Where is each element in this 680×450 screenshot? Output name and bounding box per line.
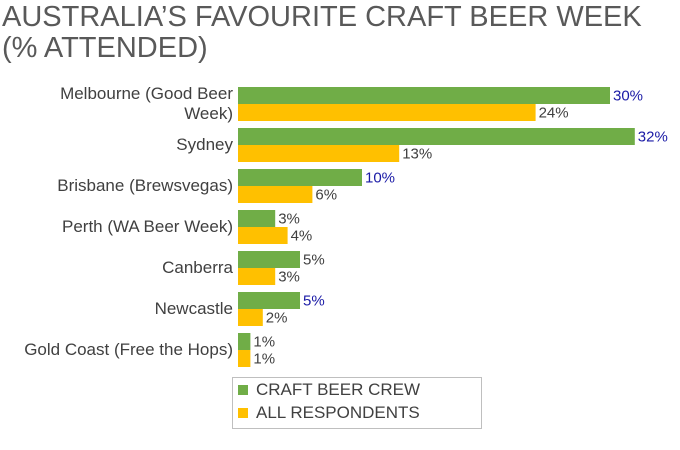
bar — [238, 128, 635, 145]
legend-item: CRAFT BEER CREW — [238, 378, 481, 401]
bar — [238, 268, 276, 285]
bar — [238, 292, 300, 309]
data-label: 2% — [266, 309, 288, 326]
legend-swatch — [238, 407, 248, 418]
legend-label: ALL RESPONDENTS — [256, 402, 420, 422]
data-label: 5% — [303, 292, 325, 309]
data-label: 4% — [291, 227, 313, 244]
data-label: 6% — [315, 186, 337, 203]
bar — [238, 87, 610, 104]
chart-title: AUSTRALIA’S FAVOURITE CRAFT BEER WEEK (%… — [2, 1, 642, 64]
data-label: 30% — [613, 87, 643, 104]
bar — [238, 333, 251, 350]
y-tick-label: Melbourne (Good Beer Week) — [60, 84, 233, 123]
data-label: 13% — [402, 145, 432, 162]
bar — [238, 145, 400, 162]
bar — [238, 210, 276, 227]
data-label: 10% — [365, 169, 395, 186]
data-label: 24% — [539, 104, 569, 121]
legend: CRAFT BEER CREW ALL RESPONDENTS — [232, 377, 482, 429]
bar — [238, 169, 362, 186]
y-tick-label: Canberra — [162, 258, 233, 277]
y-tick-label: Gold Coast (Free the Hops) — [24, 340, 233, 359]
bar — [238, 186, 313, 203]
data-label: 32% — [638, 128, 668, 145]
legend-item: ALL RESPONDENTS — [238, 401, 481, 424]
data-label: 5% — [303, 251, 325, 268]
bar — [238, 104, 536, 121]
legend-label: CRAFT BEER CREW — [256, 379, 421, 399]
y-tick-label: Brisbane (Brewsvegas) — [57, 176, 233, 195]
y-tick-label: Sydney — [176, 135, 233, 154]
bar — [238, 350, 251, 367]
bar — [238, 227, 288, 244]
data-label: 3% — [278, 210, 300, 227]
data-label: 3% — [278, 268, 300, 285]
data-label: 1% — [253, 350, 275, 367]
legend-swatch — [238, 384, 248, 395]
bar — [238, 251, 300, 268]
data-label: 1% — [253, 333, 275, 350]
y-tick-label: Newcastle — [154, 299, 233, 318]
bar — [238, 309, 263, 326]
y-tick-label: Perth (WA Beer Week) — [62, 217, 233, 236]
